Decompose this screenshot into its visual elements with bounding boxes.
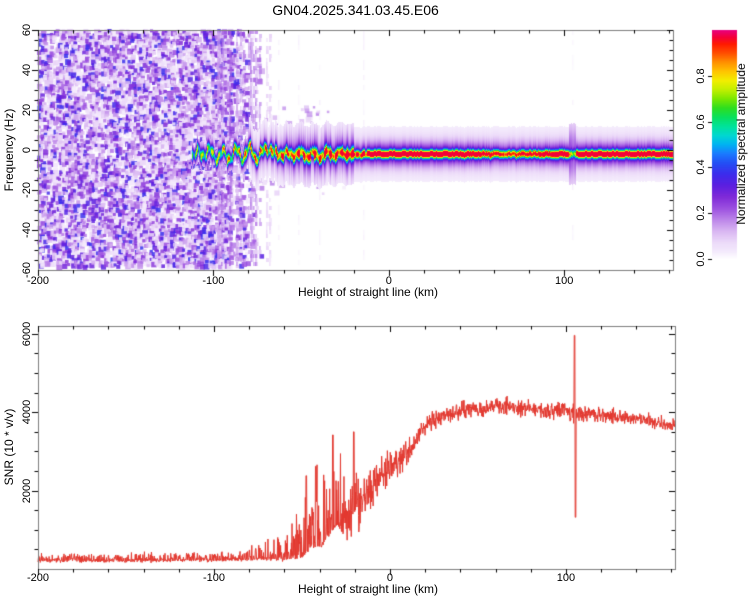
snr-x-axis-label: Height of straight line (km) — [297, 582, 439, 596]
tick-label: 0.6 — [695, 113, 707, 130]
tick-label: -100 — [202, 275, 225, 287]
tick-label: 40 — [21, 63, 33, 77]
tick-label: -200 — [26, 572, 50, 584]
tick-label: -20 — [21, 182, 33, 198]
tick-label: -40 — [21, 222, 33, 238]
tick-label: 4000 — [21, 399, 33, 425]
colorbar-label: Normalized spectral amplitude — [734, 63, 748, 225]
tick-label: -200 — [26, 275, 50, 287]
spectrogram-y-axis-label: Frequency (Hz) — [2, 108, 16, 192]
colorbar-canvas — [700, 20, 746, 270]
tick-label: 100 — [556, 572, 576, 584]
tick-label: 0 — [385, 275, 392, 287]
tick-label: -100 — [202, 572, 225, 584]
spectrogram-canvas — [28, 20, 683, 278]
tick-label: 2000 — [21, 478, 33, 503]
snr-y-axis-label: SNR (10 * v/v) — [2, 408, 16, 486]
figure-title: GN04.2025.341.03.45.E06 — [272, 2, 439, 18]
spectrogram-x-axis-label: Height of straight line (km) — [297, 285, 439, 299]
tick-label: 20 — [21, 103, 33, 117]
tick-label: 6000 — [21, 321, 33, 347]
tick-label: 0.4 — [695, 159, 707, 176]
tick-label: 0.8 — [695, 68, 707, 84]
tick-label: 100 — [555, 275, 574, 287]
snr-canvas — [28, 316, 685, 582]
tick-label: 0.2 — [695, 205, 707, 221]
tick-label: 0 — [21, 146, 33, 154]
tick-label: 0 — [386, 572, 393, 584]
tick-label: 0.0 — [695, 251, 707, 267]
tick-label: 60 — [21, 23, 33, 37]
